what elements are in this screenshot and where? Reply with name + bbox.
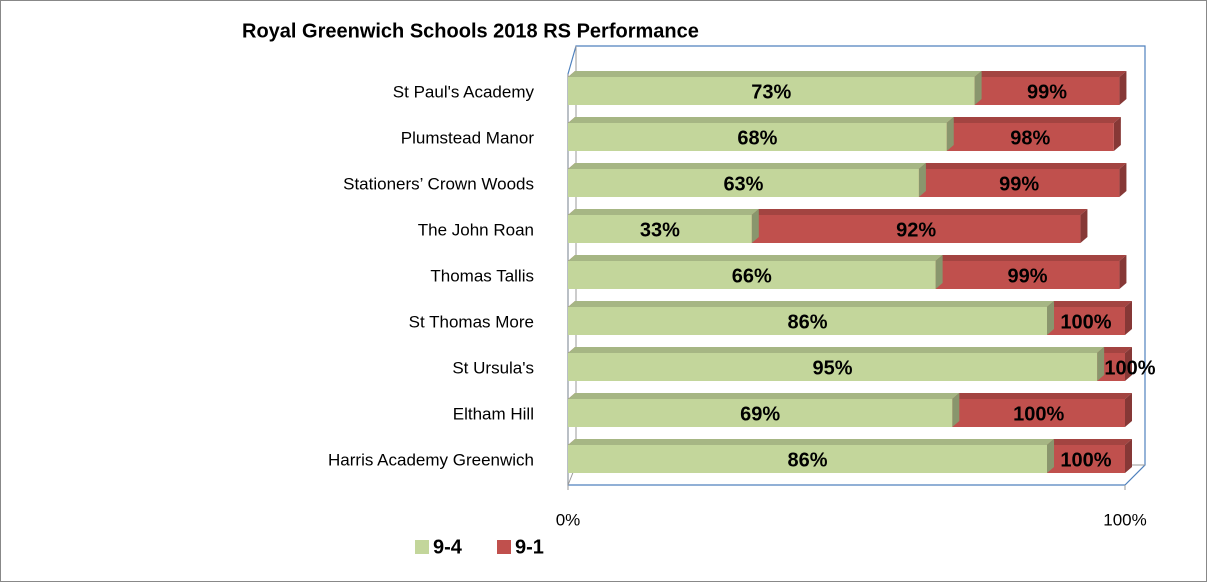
bar-side xyxy=(1047,301,1055,335)
y-tick-label: Eltham Hill xyxy=(453,404,534,423)
y-tick-label: Plumstead Manor xyxy=(401,128,535,147)
bar xyxy=(568,215,752,243)
data-label: 99% xyxy=(1027,81,1067,103)
y-tick-label: St Paul's Academy xyxy=(393,82,535,101)
bar-side xyxy=(1125,393,1132,427)
bar-side xyxy=(1119,71,1127,105)
bar-side xyxy=(952,393,960,427)
bar-side xyxy=(1125,347,1132,381)
bar-top xyxy=(568,301,1055,307)
y-tick-label: Stationers’ Crown Woods xyxy=(343,174,534,193)
legend-label: 9-1 xyxy=(515,536,544,558)
data-label: 100% xyxy=(1060,449,1111,471)
data-label: 66% xyxy=(732,265,772,287)
bar-side xyxy=(1080,209,1088,243)
y-tick-label: Harris Academy Greenwich xyxy=(328,450,534,469)
x-tick-label: 0% xyxy=(556,510,581,529)
y-tick-label: The John Roan xyxy=(418,220,534,239)
bar-top xyxy=(568,163,926,169)
bar xyxy=(568,307,1048,335)
y-tick-label: St Thomas More xyxy=(409,312,534,331)
data-label: 86% xyxy=(787,311,827,333)
data-label: 99% xyxy=(999,173,1039,195)
bar-side xyxy=(974,71,982,105)
bar xyxy=(568,261,936,289)
bar xyxy=(568,77,975,105)
bar xyxy=(568,169,919,197)
data-label: 98% xyxy=(1010,127,1050,149)
data-label: 92% xyxy=(896,219,936,241)
bar-top xyxy=(568,439,1055,445)
data-label: 86% xyxy=(787,449,827,471)
bar-top xyxy=(568,71,982,77)
bar-side xyxy=(946,117,954,151)
bar-side xyxy=(1097,347,1105,381)
legend-swatch xyxy=(497,540,511,554)
data-label: 33% xyxy=(640,219,680,241)
bar-side xyxy=(1119,163,1127,197)
bar xyxy=(568,399,953,427)
bar-side xyxy=(918,163,926,197)
bar-top xyxy=(568,255,943,261)
data-label: 73% xyxy=(751,81,791,103)
bar-side xyxy=(1125,301,1132,335)
data-label: 99% xyxy=(1008,265,1048,287)
legend-label: 9-4 xyxy=(433,536,463,558)
bar-top xyxy=(568,209,759,215)
bar-side xyxy=(1125,439,1132,473)
data-label: 68% xyxy=(737,127,777,149)
y-tick-label: St Ursula's xyxy=(452,358,534,377)
data-label: 100% xyxy=(1013,403,1064,425)
bar-top xyxy=(568,393,960,399)
data-label: 69% xyxy=(740,403,780,425)
bar-side xyxy=(935,255,943,289)
bar-top xyxy=(568,117,954,123)
x-tick-label: 100% xyxy=(1103,510,1146,529)
bar xyxy=(568,445,1048,473)
bar-side xyxy=(1113,117,1121,151)
data-label: 63% xyxy=(723,173,763,195)
bar-side xyxy=(1119,255,1127,289)
bar xyxy=(568,123,947,151)
bar xyxy=(568,353,1098,381)
bar-side xyxy=(1047,439,1055,473)
data-label: 95% xyxy=(813,357,853,379)
legend-swatch xyxy=(415,540,429,554)
chart-title: Royal Greenwich Schools 2018 RS Performa… xyxy=(242,20,699,42)
data-label: 100% xyxy=(1060,311,1111,333)
y-tick-label: Thomas Tallis xyxy=(430,266,534,285)
bar-top xyxy=(568,347,1105,353)
bar-side xyxy=(751,209,759,243)
data-label: 100% xyxy=(1104,357,1155,379)
